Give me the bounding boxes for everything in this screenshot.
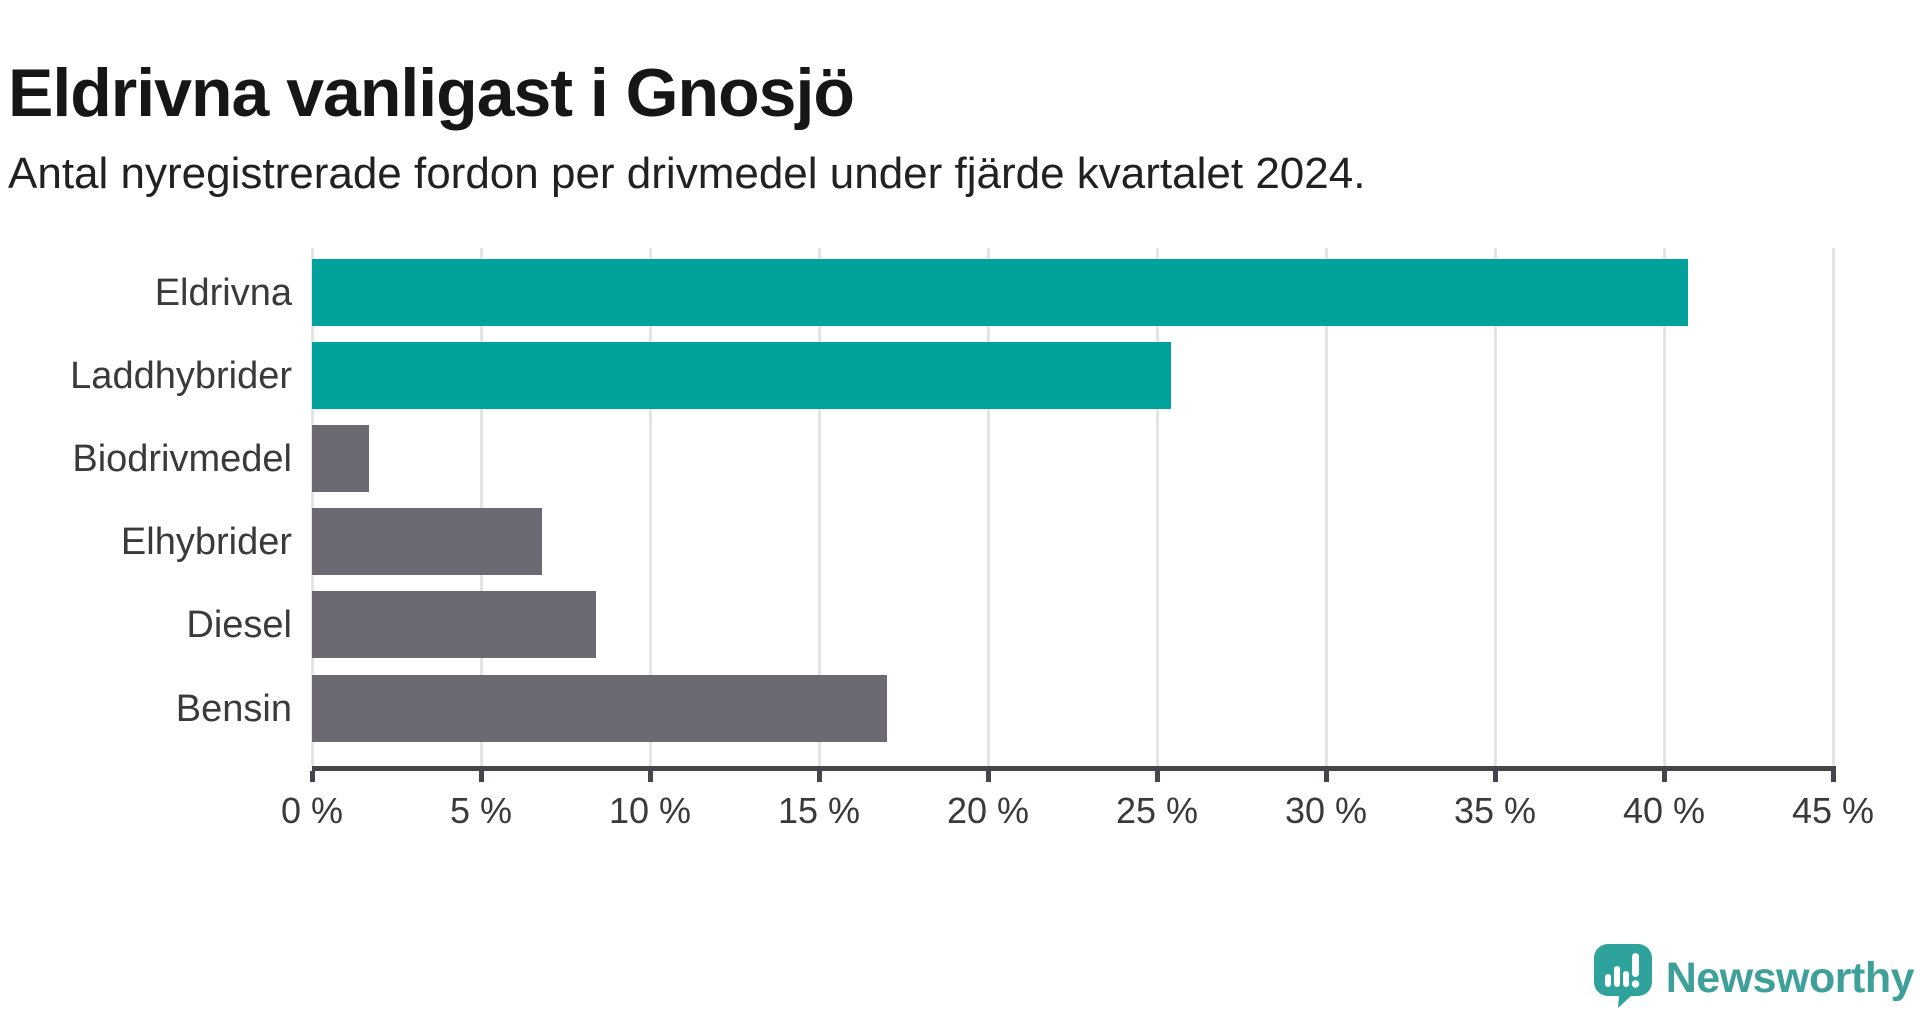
newsworthy-logo-icon xyxy=(1593,943,1652,1010)
x-tick-0 xyxy=(309,771,315,782)
gridline-30 xyxy=(1324,248,1328,766)
category-label-laddhybrider: Laddhybrider xyxy=(70,355,292,397)
gridline-15 xyxy=(817,248,821,766)
x-tick-label-40: 40 % xyxy=(1622,790,1706,831)
category-label-biodrivmedel: Biodrivmedel xyxy=(72,438,292,480)
bar-diesel xyxy=(312,591,596,658)
brand-footer: Newsworthy xyxy=(1593,943,1915,1010)
x-tick-label-5: 5 % xyxy=(449,790,513,831)
gridline-25 xyxy=(1155,248,1159,766)
bar-elhybrider xyxy=(312,508,542,575)
x-tick-5 xyxy=(478,771,484,782)
x-tick-label-15: 15 % xyxy=(777,790,861,831)
gridline-40 xyxy=(1662,248,1666,766)
gridline-45 xyxy=(1831,248,1835,766)
x-tick-20 xyxy=(985,771,991,782)
x-tick-45 xyxy=(1830,771,1836,782)
x-tick-25 xyxy=(1154,771,1160,782)
bar-eldrivna xyxy=(312,259,1688,326)
x-tick-10 xyxy=(647,771,653,782)
brand-wordmark: Newsworthy xyxy=(1665,954,1915,1002)
category-label-diesel: Diesel xyxy=(186,604,292,646)
x-tick-label-0: 0 % xyxy=(280,790,344,831)
x-tick-label-30: 30 % xyxy=(1284,790,1368,831)
x-tick-label-20: 20 % xyxy=(946,790,1030,831)
x-tick-label-10: 10 % xyxy=(608,790,692,831)
gridline-35 xyxy=(1493,248,1497,766)
bar-biodrivmedel xyxy=(312,425,370,492)
chart-title: Eldrivna vanligast i Gnosjö xyxy=(8,54,855,131)
category-label-eldrivna: Eldrivna xyxy=(154,272,292,314)
chart-subtitle: Antal nyregistrerade fordon per drivmede… xyxy=(8,149,1366,198)
x-tick-label-25: 25 % xyxy=(1115,790,1199,831)
bar-bensin xyxy=(312,675,887,742)
gridline-0 xyxy=(310,248,314,766)
x-tick-label-45: 45 % xyxy=(1791,790,1875,831)
gridline-20 xyxy=(986,248,990,766)
bar-laddhybrider xyxy=(312,342,1171,409)
x-tick-label-35: 35 % xyxy=(1453,790,1537,831)
x-axis-line xyxy=(312,766,1836,771)
x-tick-15 xyxy=(816,771,822,782)
x-tick-35 xyxy=(1492,771,1498,782)
gridline-5 xyxy=(479,248,483,766)
category-label-bensin: Bensin xyxy=(175,688,292,730)
category-label-elhybrider: Elhybrider xyxy=(120,521,292,563)
x-tick-30 xyxy=(1323,771,1329,782)
x-tick-40 xyxy=(1661,771,1667,782)
gridline-10 xyxy=(648,248,652,766)
